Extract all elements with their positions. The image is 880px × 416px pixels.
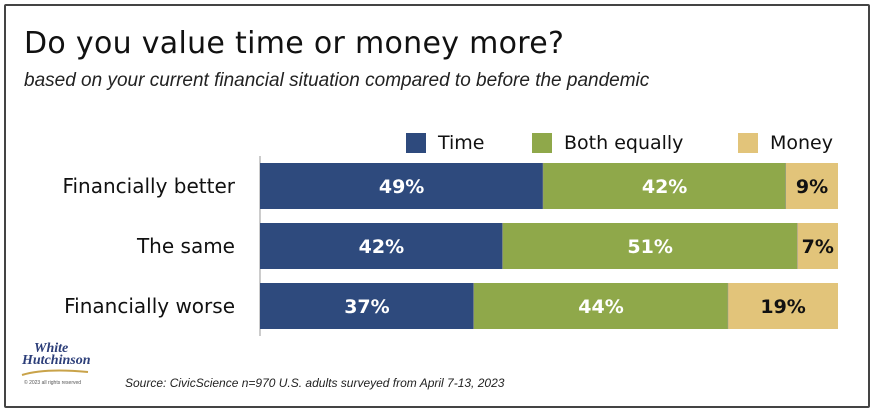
legend-label-money: Money	[770, 132, 833, 154]
bar-segment-money	[785, 163, 838, 209]
data-label-both: 51%	[627, 236, 672, 258]
bar-segment-money	[728, 283, 838, 329]
legend-item-time: Time	[406, 130, 485, 156]
legend-swatch-money	[738, 133, 758, 153]
bar-segment-both	[473, 283, 729, 329]
legend: Time Both equally Money	[0, 130, 880, 156]
data-label-both: 42%	[642, 176, 687, 198]
legend-item-money: Money	[738, 130, 833, 156]
bar-segment-time	[260, 283, 474, 329]
bar-segment-both	[543, 163, 786, 209]
logo-swoosh-icon	[21, 369, 89, 376]
data-label-money: 7%	[802, 236, 834, 258]
logo-copyright: © 2023 all rights reserved	[24, 380, 82, 386]
category-label: Financially better	[62, 174, 235, 198]
category-label: Financially worse	[64, 294, 235, 318]
data-label-time: 49%	[379, 176, 424, 198]
source-note: Source: CivicScience n=970 U.S. adults s…	[125, 376, 505, 390]
legend-swatch-both-equally	[532, 133, 552, 153]
data-label-time: 42%	[359, 236, 404, 258]
legend-label-both-equally: Both equally	[564, 132, 684, 154]
bar-segment-money	[797, 223, 838, 269]
legend-label-time: Time	[438, 132, 485, 154]
bar-segment-both	[502, 223, 798, 269]
chart-subtitle: based on your current financial situatio…	[24, 70, 650, 91]
category-label: The same	[136, 234, 235, 258]
white-hutchinson-logo: White Hutchinson © 2023 all rights reser…	[20, 342, 120, 392]
legend-swatch-time	[406, 133, 426, 153]
data-label-money: 19%	[760, 296, 805, 318]
bar-segment-time	[260, 223, 503, 269]
data-label-both: 44%	[578, 296, 623, 318]
data-label-time: 37%	[344, 296, 389, 318]
chart-title: Do you value time or money more?	[24, 26, 565, 61]
logo-text-line1: White	[34, 341, 69, 356]
legend-item-both-equally: Both equally	[532, 130, 683, 156]
data-label-money: 9%	[796, 176, 828, 198]
bar-segment-time	[260, 163, 544, 209]
logo-text-line2: Hutchinson	[22, 353, 91, 368]
